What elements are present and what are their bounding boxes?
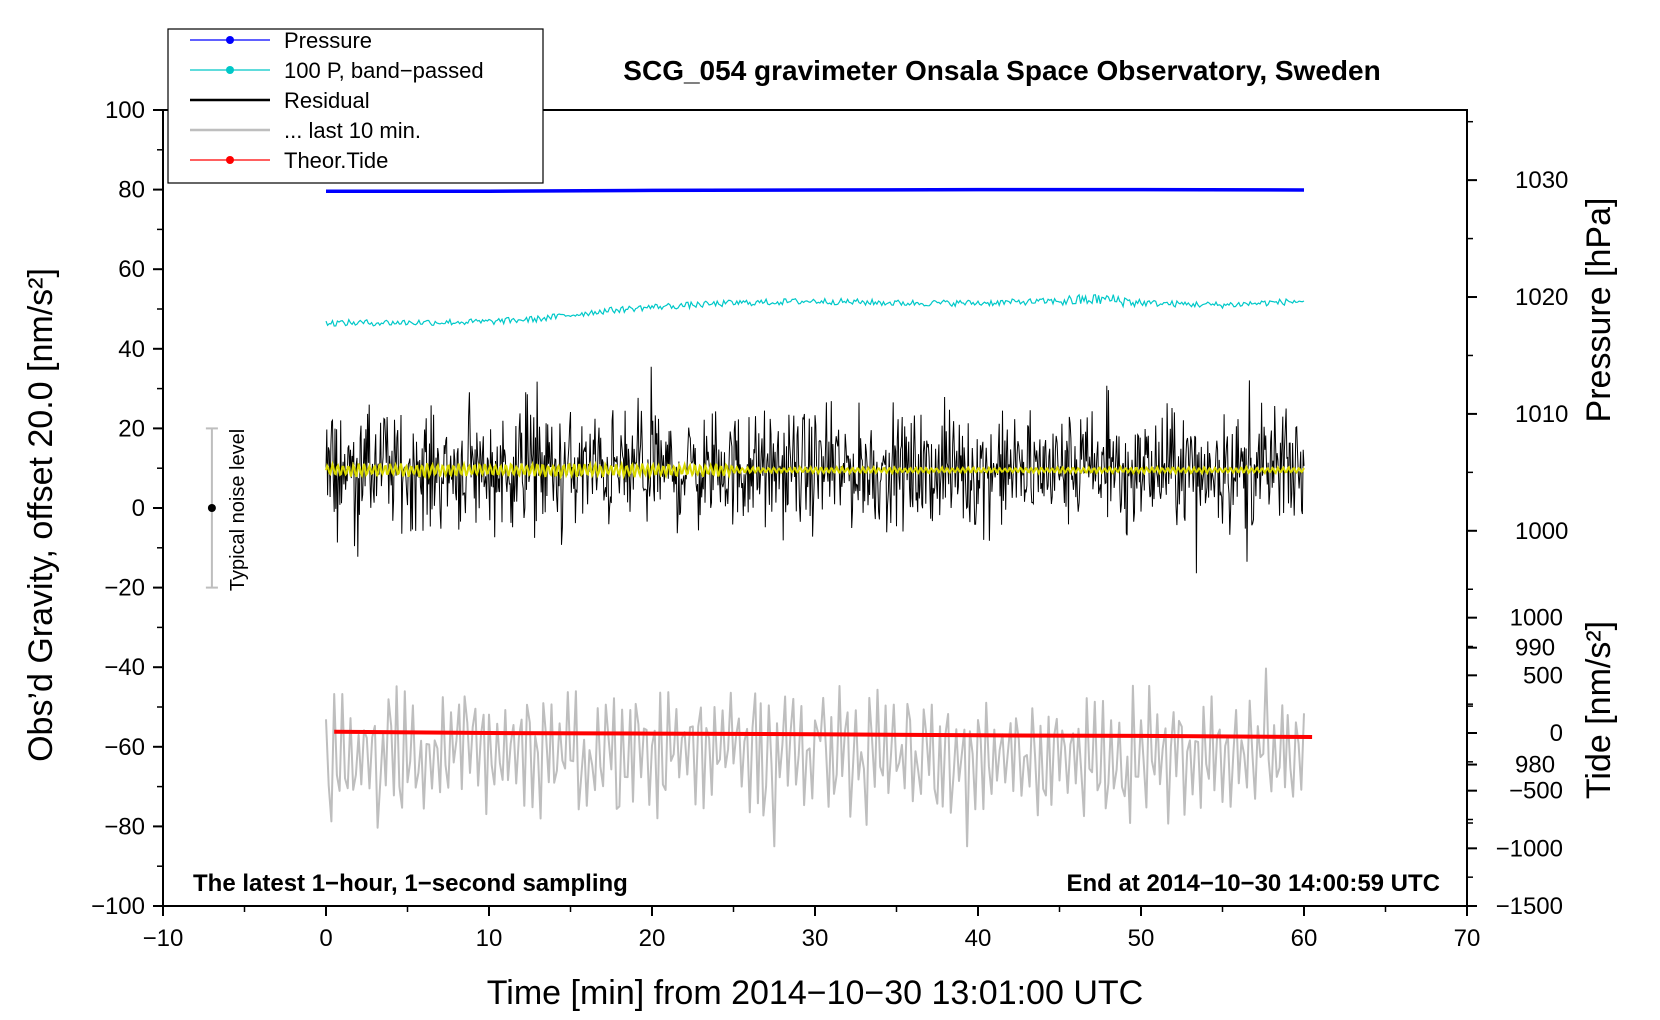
y-axis-title-tide: Tide [nm/s²] <box>1580 621 1618 799</box>
y-tick-label: 60 <box>118 256 145 283</box>
x-axis-title: Time [min] from 2014−10−30 13:01:00 UTC <box>487 974 1143 1012</box>
series-theoretical-tide <box>334 729 1313 739</box>
x-tick-label: 60 <box>1291 925 1318 952</box>
pressure-tick-label: 1000 <box>1515 518 1568 545</box>
y-tick-label: 20 <box>118 415 145 442</box>
y-axis-title-pressure: Pressure [hPa] <box>1580 198 1618 423</box>
x-tick-label: 40 <box>965 925 992 952</box>
y-tick-label: 0 <box>132 495 145 522</box>
x-tick-label: −10 <box>143 925 184 952</box>
series-pressure <box>326 187 1305 193</box>
y-tick-label: 40 <box>118 336 145 363</box>
pressure-tick-label: 1010 <box>1515 401 1568 428</box>
x-tick-label: 20 <box>639 925 666 952</box>
y-tick-label: 100 <box>105 97 145 124</box>
x-tick-label: 0 <box>319 925 332 952</box>
x-axis: −10 0 10 20 30 40 50 60 70 <box>143 906 1481 952</box>
legend-marker <box>226 66 234 74</box>
tide-tick-label: −1500 <box>1496 893 1563 920</box>
x-tick-label: 30 <box>802 925 829 952</box>
tide-tick-label: 500 <box>1523 662 1563 689</box>
y-axis-pressure: 980 990 1000 1010 1020 1030 <box>1467 120 1568 824</box>
y-tick-label: −20 <box>104 575 145 602</box>
pressure-tick-label: 990 <box>1515 635 1555 662</box>
y-tick-label: −40 <box>104 654 145 681</box>
y-tick-label: 80 <box>118 177 145 204</box>
pressure-tick-label: 980 <box>1515 752 1555 779</box>
annotation-end-time: End at 2014−10−30 14:00:59 UTC <box>1066 870 1440 897</box>
x-tick-label: 70 <box>1454 925 1481 952</box>
y-axis-left: −100 −80 −60 −40 −20 0 20 40 60 80 100 <box>91 97 163 920</box>
y-tick-label: −100 <box>91 893 145 920</box>
annotation-sampling: The latest 1−hour, 1−second sampling <box>193 870 628 897</box>
legend: Pressure 100 P, band−passed Residual ... la… <box>167 28 544 184</box>
legend-label: Theor.Tide <box>284 148 388 173</box>
noise-bar-center <box>207 504 216 512</box>
tide-tick-label: −500 <box>1509 778 1563 805</box>
y-tick-label: −60 <box>104 734 145 761</box>
series-band-passed-pressure <box>325 293 1305 327</box>
pressure-tick-label: 1030 <box>1515 167 1568 194</box>
noise-level-indicator <box>205 427 218 589</box>
tide-tick-label: 1000 <box>1510 605 1563 632</box>
series-last-10-min <box>325 667 1305 848</box>
legend-label: ... last 10 min. <box>284 118 421 143</box>
legend-label: Pressure <box>284 28 372 53</box>
x-tick-label: 50 <box>1128 925 1155 952</box>
y-axis-tide: −1500 −1000 −500 0 500 1000 <box>1467 605 1563 920</box>
tide-tick-label: −1000 <box>1496 835 1563 862</box>
x-tick-label: 10 <box>476 925 503 952</box>
chart-title: SCG_054 gravimeter Onsala Space Observat… <box>623 55 1380 86</box>
noise-level-label: Typical noise level <box>227 429 249 591</box>
legend-marker <box>226 36 234 44</box>
series-layer <box>325 187 1313 848</box>
series-residual <box>325 366 1305 574</box>
y-axis-title-left: Obs’d Gravity, offset 20.0 [nm/s²] <box>22 268 60 762</box>
y-tick-label: −80 <box>104 813 145 840</box>
legend-label: Residual <box>284 88 370 113</box>
legend-label: 100 P, band−passed <box>284 58 484 83</box>
pressure-tick-label: 1020 <box>1515 284 1568 311</box>
series-residual-smoothed <box>325 460 1305 481</box>
tide-tick-label: 0 <box>1550 720 1563 747</box>
legend-marker <box>226 156 234 164</box>
